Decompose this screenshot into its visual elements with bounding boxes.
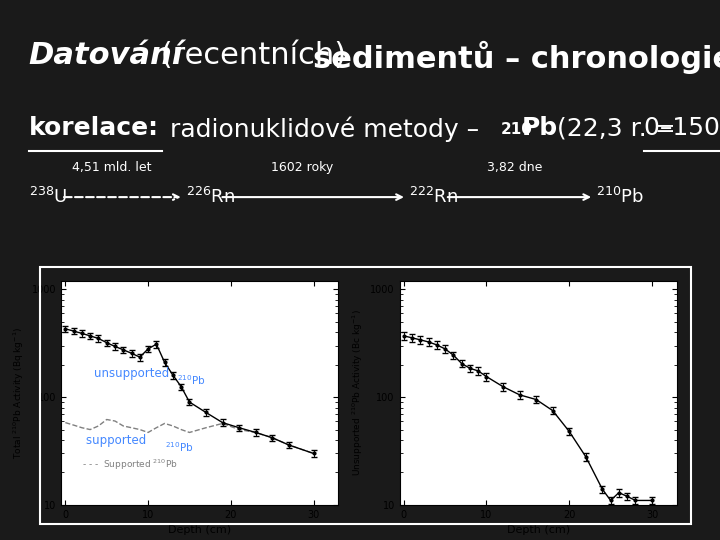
Text: 3,82 dne: 3,82 dne (487, 161, 542, 174)
Text: $^{238}$U: $^{238}$U (29, 187, 67, 207)
Text: (recentních): (recentních) (151, 40, 356, 70)
Text: unsupported: unsupported (94, 367, 174, 380)
Y-axis label: Total $^{210}$Pb Activity (Bq kg$^{-1}$): Total $^{210}$Pb Activity (Bq kg$^{-1}$) (12, 327, 27, 459)
Text: $^{210}$Pb: $^{210}$Pb (596, 187, 644, 207)
Text: - - -  Supported $^{210}$Pb: - - - Supported $^{210}$Pb (82, 457, 178, 472)
Text: Datování: Datování (29, 40, 183, 70)
Text: $^{226}$Rn: $^{226}$Rn (186, 187, 235, 207)
Text: 1602 roky: 1602 roky (271, 161, 333, 174)
Text: 4,51 mld. let: 4,51 mld. let (72, 161, 151, 174)
Text: 0–150 let: 0–150 let (644, 116, 720, 140)
Text: $^{210}$Pb: $^{210}$Pb (177, 373, 206, 387)
Text: radionuklidové metody –: radionuklidové metody – (162, 116, 487, 141)
Text: $^{222}$Rn: $^{222}$Rn (409, 187, 458, 207)
X-axis label: Depth (cm): Depth (cm) (168, 525, 231, 535)
Text: Pb: Pb (522, 116, 558, 140)
Text: supported: supported (86, 434, 150, 447)
Text: (22,3 r. =: (22,3 r. = (549, 116, 683, 140)
Text: korelace:: korelace: (29, 116, 159, 140)
Text: sedimentů – chronologie: sedimentů – chronologie (313, 40, 720, 73)
Text: $^{210}$Pb: $^{210}$Pb (165, 440, 193, 454)
Y-axis label: Unsupported $^{210}$Pb Activity (Bc kg$^{-1}$): Unsupported $^{210}$Pb Activity (Bc kg$^… (351, 309, 365, 476)
X-axis label: Depth (cm): Depth (cm) (507, 525, 570, 535)
Text: 210: 210 (500, 122, 532, 137)
